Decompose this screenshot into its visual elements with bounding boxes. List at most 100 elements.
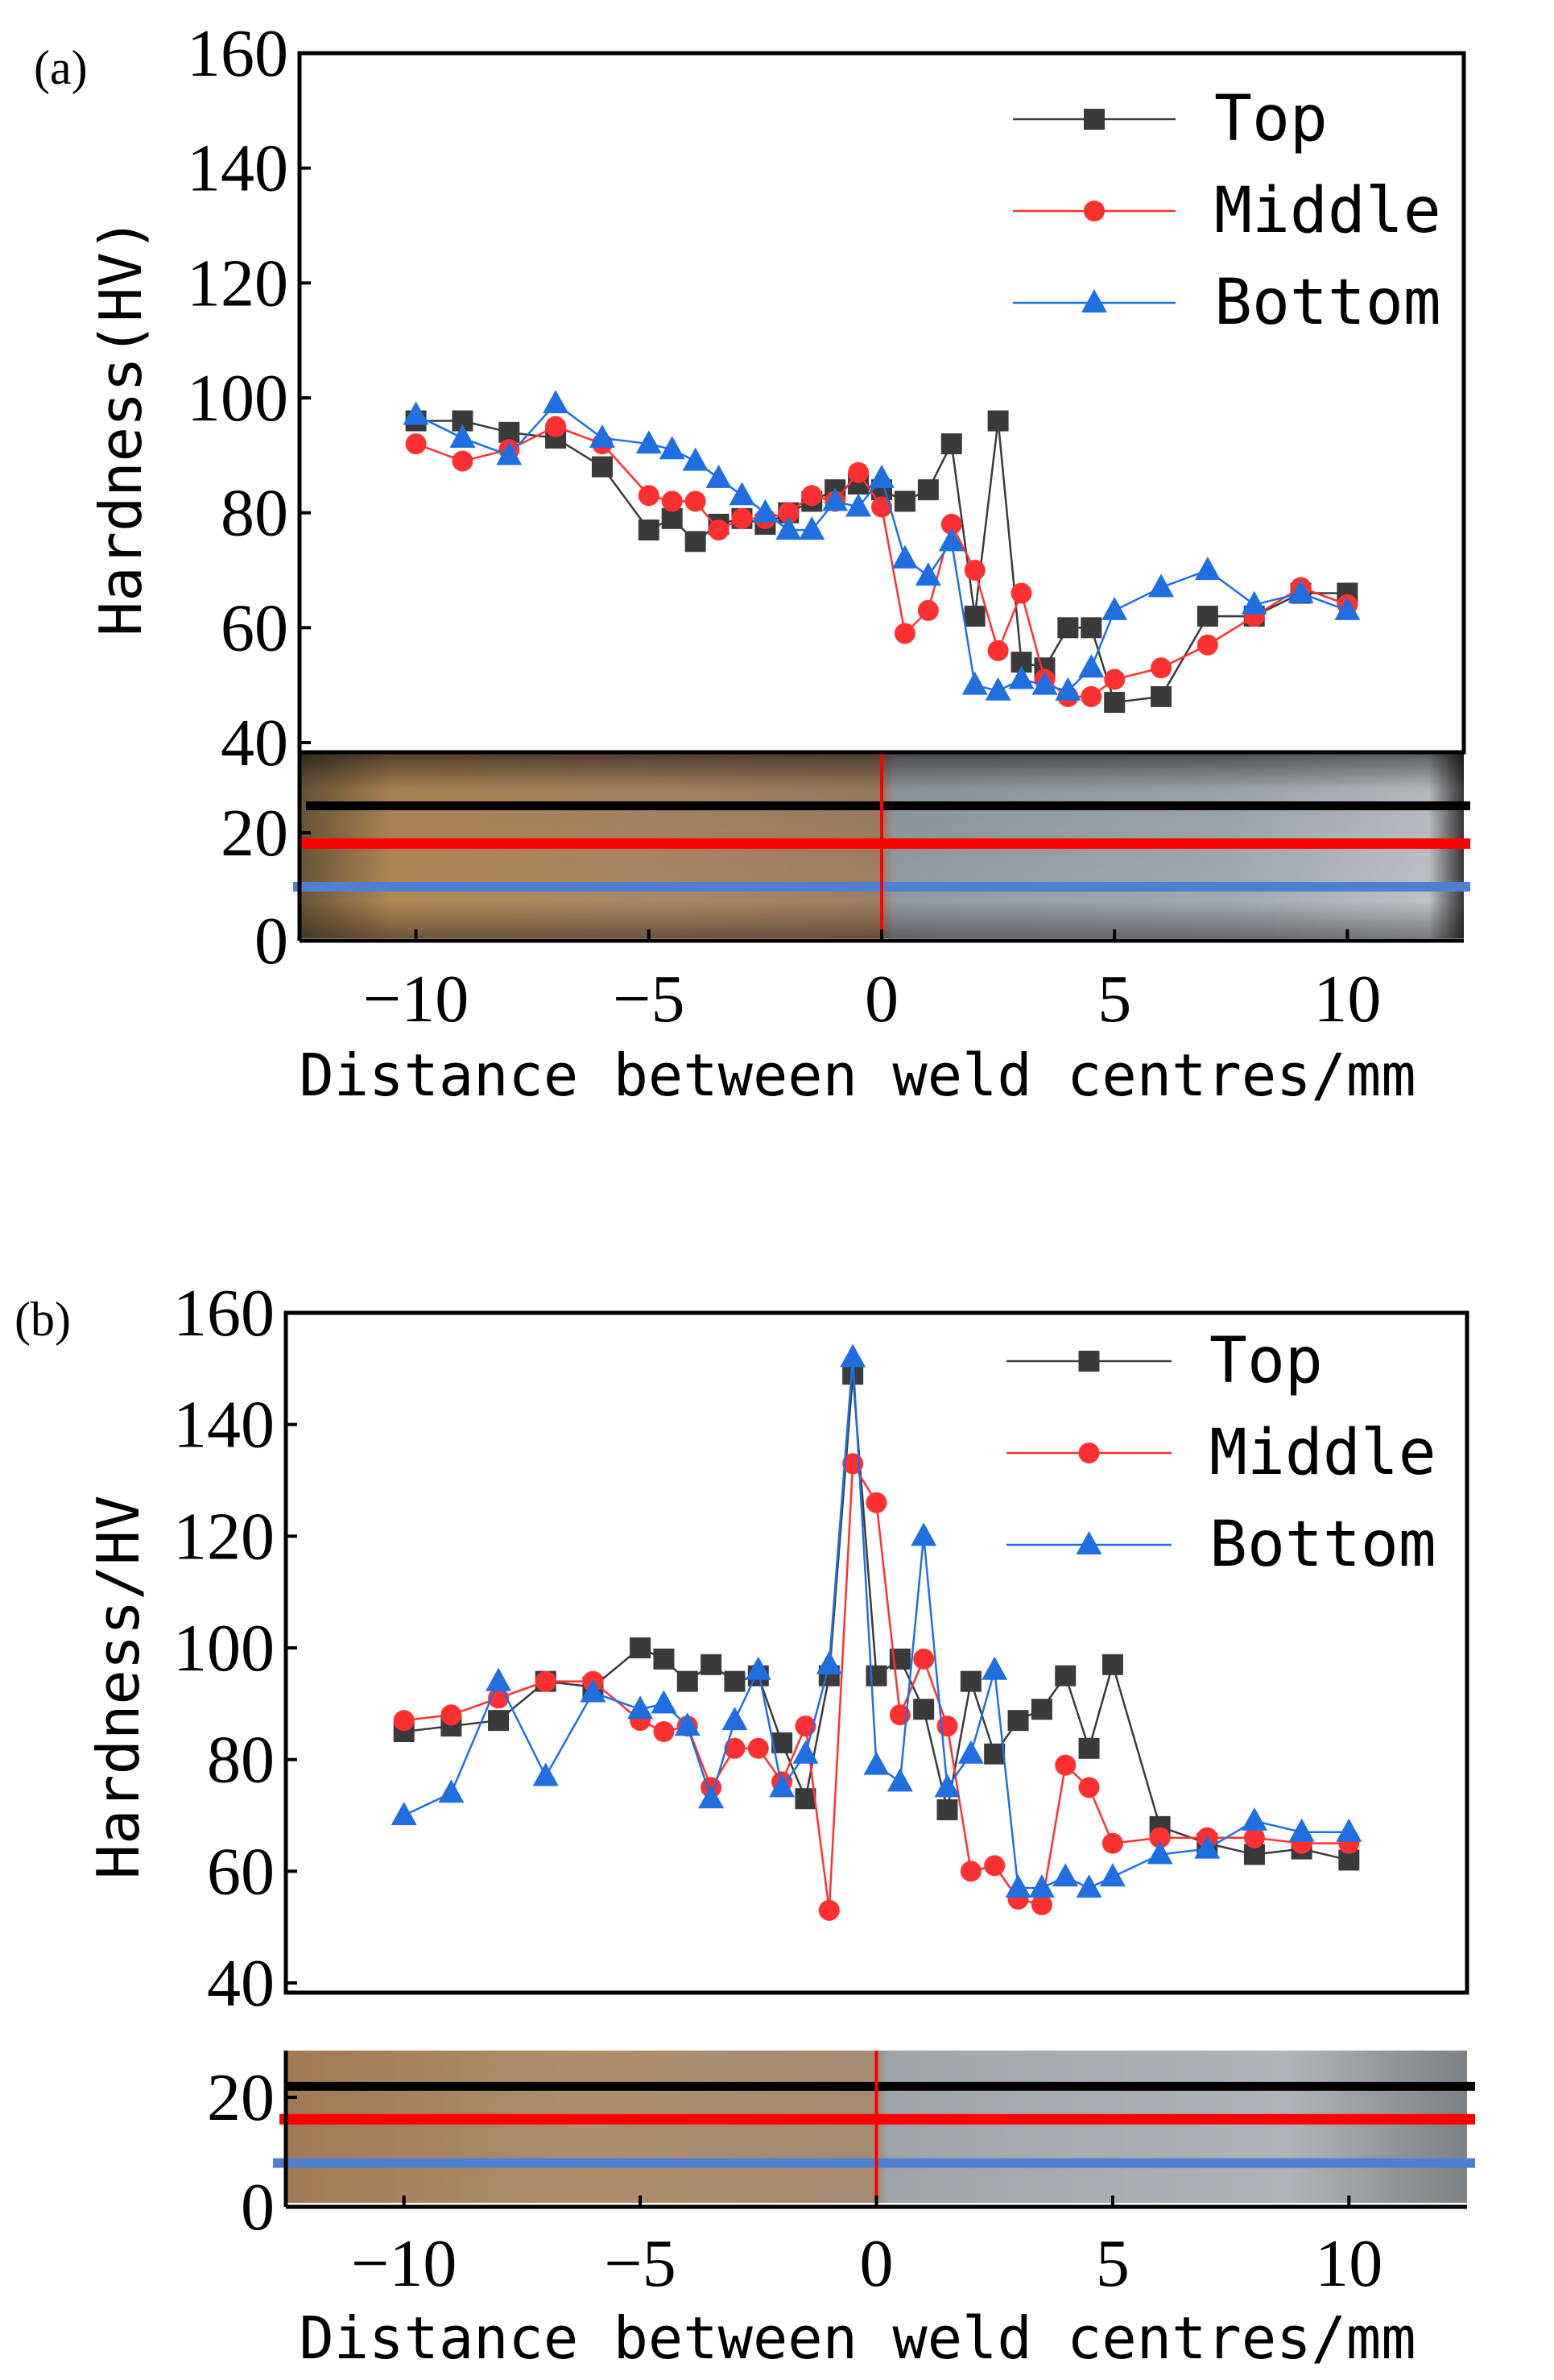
top-marker (1031, 1699, 1052, 1720)
top-marker (940, 433, 962, 455)
bottom-marker (938, 528, 965, 552)
legend-bottom-marker (1081, 289, 1107, 313)
bottom-line (403, 1357, 1349, 1890)
bottom-marker (792, 1740, 819, 1764)
bottom-marker (1287, 579, 1314, 603)
legend-label: Bottom (1209, 1509, 1436, 1581)
top-marker (984, 1743, 1006, 1765)
top-marker (913, 1699, 935, 1720)
top-marker (1078, 1737, 1100, 1759)
x-tick-label: −5 (604, 2226, 676, 2301)
y-tick-label: 80 (221, 476, 288, 551)
top-marker (724, 1670, 746, 1692)
bottom-marker (845, 493, 872, 517)
bottom-marker (1147, 1840, 1173, 1865)
x-tick-label: 10 (1313, 962, 1381, 1037)
x-tick-label: −10 (363, 962, 469, 1037)
legend-label: Bottom (1214, 267, 1441, 339)
top-marker (866, 1665, 887, 1687)
bottom-marker (438, 1779, 465, 1803)
y-tick-label: 100 (173, 1611, 275, 1686)
bottom-marker (915, 562, 941, 586)
y-tick-label: 20 (221, 796, 288, 871)
y-tick-label: 160 (187, 16, 288, 91)
panel-label: (a) (34, 41, 88, 94)
middle-marker (848, 462, 870, 483)
top-marker (1196, 606, 1218, 627)
middle-marker (1101, 1832, 1123, 1854)
bottom-marker (1194, 557, 1221, 580)
middle-marker (452, 450, 473, 472)
series-top (393, 1364, 1360, 1871)
bottom-marker (957, 1740, 984, 1764)
bottom-marker (1101, 596, 1128, 620)
top-line (403, 1374, 1349, 1861)
middle-marker (724, 1737, 746, 1759)
x-tick-label: 5 (1097, 962, 1131, 1037)
legend-label: Middle (1214, 175, 1441, 247)
bottom-marker (985, 677, 1011, 701)
bottom-marker (580, 1678, 606, 1703)
middle-marker (987, 639, 1009, 661)
top-marker (1057, 617, 1079, 639)
top-marker (701, 1654, 722, 1675)
middle-marker (1151, 657, 1172, 679)
bottom-marker (1052, 1863, 1079, 1887)
bottom-marker (729, 482, 755, 506)
bottom-marker (887, 1768, 913, 1792)
middle-marker (731, 507, 753, 529)
y-tick-label: 160 (173, 1276, 275, 1351)
legend-entry-middle: Middle (1013, 175, 1441, 247)
bottom-marker (1194, 1835, 1221, 1859)
panel-b: (b) 0 20 40 60 80 100 120 140 160 −10 −5 0 5 10Distanc… (14, 1276, 1475, 2372)
series-bottom (403, 390, 1361, 701)
legend-entry-middle: Middle (1006, 1417, 1436, 1489)
middle-marker (1055, 1754, 1077, 1776)
top-marker (917, 479, 939, 501)
top-marker (894, 490, 915, 512)
top-marker (1081, 617, 1102, 639)
bottom-marker (1055, 677, 1081, 701)
legend-entry-top: Top (1013, 83, 1328, 155)
legend-entry-bottom: Bottom (1006, 1509, 1436, 1581)
top-marker (1055, 1665, 1077, 1687)
bottom-marker (961, 671, 988, 695)
y-tick-label: 120 (187, 246, 288, 321)
bottom-marker (705, 464, 732, 488)
top-marker (960, 1670, 982, 1692)
middle-marker (1031, 1894, 1052, 1915)
legend-middle-marker (1078, 1442, 1100, 1463)
top-marker (684, 531, 706, 553)
middle-marker (960, 1861, 982, 1882)
top-marker (964, 606, 986, 627)
y-tick-label: 80 (207, 1723, 275, 1798)
bottom-marker (799, 516, 825, 540)
bottom-marker (1031, 671, 1058, 695)
middle-marker (747, 1737, 769, 1759)
middle-marker (913, 1648, 935, 1670)
middle-marker (708, 519, 729, 541)
middle-marker (778, 502, 800, 524)
middle-marker (940, 513, 962, 535)
bottom-marker (982, 1656, 1008, 1680)
middle-marker (984, 1855, 1006, 1877)
middle-marker (535, 1670, 556, 1692)
legend-label: Middle (1209, 1417, 1436, 1489)
legend-entry-top: Top (1006, 1325, 1323, 1397)
bottom-marker (1008, 665, 1035, 689)
y-tick-label: 120 (173, 1499, 275, 1574)
bottom-marker (721, 1707, 748, 1731)
y-tick-label: 20 (207, 2060, 275, 2135)
y-axis-title: Hardness/HV (85, 1496, 152, 1880)
bottom-marker (911, 1522, 937, 1546)
middle-marker (964, 560, 986, 581)
bottom-marker (532, 1762, 559, 1786)
bottom-marker (822, 487, 849, 511)
bottom-marker (674, 1712, 701, 1736)
top-marker (1104, 692, 1126, 714)
bottom-marker (1076, 1874, 1102, 1898)
bottom-marker (496, 441, 523, 466)
middle-marker (1104, 668, 1126, 690)
x-tick-label: 5 (1096, 2226, 1130, 2301)
